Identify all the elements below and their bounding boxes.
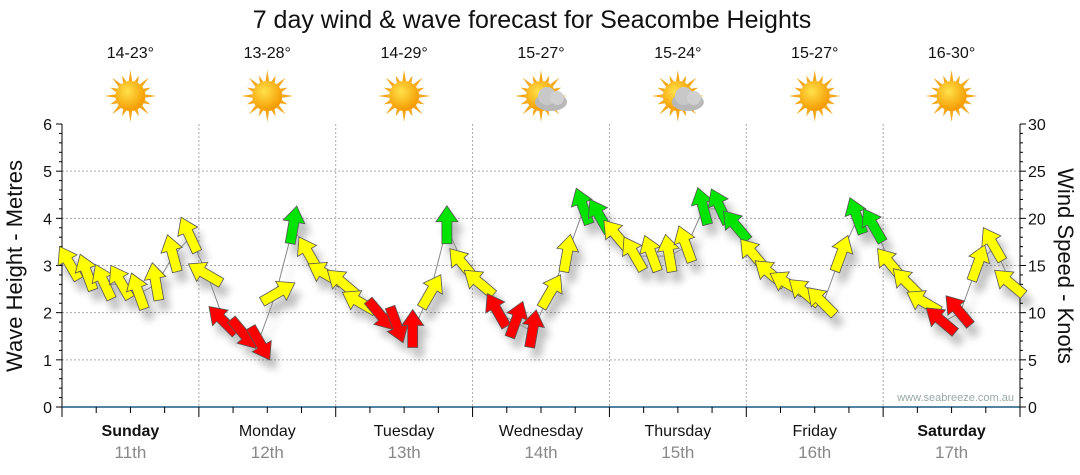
wind-arrow bbox=[108, 264, 135, 302]
y-tick-label-right: 15 bbox=[1028, 259, 1046, 276]
date-label: 16th bbox=[798, 443, 831, 462]
y-tick-label-left: 6 bbox=[43, 117, 52, 134]
wind-arrow bbox=[208, 306, 240, 338]
wind-arrow bbox=[723, 210, 753, 244]
partly-cloudy-icon bbox=[651, 70, 704, 122]
day-thursday: 15-24° Thursday 15th bbox=[645, 45, 712, 462]
y-axis-left-label: Wave Height - Metres bbox=[2, 160, 27, 372]
y-tick-label-left: 5 bbox=[43, 164, 52, 181]
wind-arrow bbox=[673, 225, 698, 264]
wind-arrow bbox=[925, 307, 960, 337]
wind-arrow bbox=[258, 280, 296, 307]
wind-arrow bbox=[126, 272, 150, 312]
wind-arrow bbox=[656, 233, 680, 274]
temperature-range: 14-23° bbox=[107, 45, 154, 62]
partly-cloudy-icon bbox=[515, 70, 567, 122]
sun-icon bbox=[241, 70, 294, 122]
wind-arrow bbox=[861, 208, 888, 245]
sun-icon bbox=[925, 70, 978, 122]
date-label: 14th bbox=[524, 443, 557, 462]
day-sunday: 14-23° Sunday 11th bbox=[102, 45, 160, 462]
day-label: Thursday bbox=[645, 423, 712, 440]
wind-arrow bbox=[160, 234, 184, 274]
wind-arrow bbox=[463, 269, 498, 300]
day-label: Monday bbox=[239, 423, 296, 440]
wind-arrow bbox=[282, 205, 306, 245]
watermark: www.seabreeze.com.au bbox=[896, 392, 1014, 404]
wind-arrow bbox=[485, 293, 512, 330]
sun-icon bbox=[378, 70, 431, 122]
day-label: Saturday bbox=[917, 423, 986, 440]
y-tick-label-right: 30 bbox=[1028, 117, 1046, 134]
wind-arrow bbox=[400, 308, 425, 348]
wind-arrow bbox=[622, 236, 648, 273]
wind-arrow bbox=[945, 295, 975, 329]
y-tick-label-right: 0 bbox=[1028, 400, 1037, 417]
y-axis-right-label: Wind Speed - Knots bbox=[1053, 168, 1078, 364]
day-label: Wednesday bbox=[499, 423, 583, 440]
sun-icon bbox=[788, 70, 841, 122]
wind-arrow bbox=[521, 309, 546, 349]
day-monday: 13-28° Monday 12th bbox=[239, 45, 296, 462]
temperature-range: 15-27° bbox=[517, 45, 564, 62]
temperature-range: 14-29° bbox=[380, 45, 427, 62]
date-label: 17th bbox=[935, 443, 968, 462]
y-tick-label-right: 10 bbox=[1028, 306, 1046, 323]
wind-arrow bbox=[994, 269, 1028, 300]
date-label: 13th bbox=[388, 443, 421, 462]
temperature-range: 16-30° bbox=[928, 45, 975, 62]
temperature-range: 15-24° bbox=[654, 45, 701, 62]
day-wednesday: 15-27° Wednesday 14th bbox=[499, 45, 583, 462]
wind-arrow bbox=[536, 274, 563, 311]
wind-arrow bbox=[57, 245, 84, 283]
date-label: 12th bbox=[251, 443, 284, 462]
wind-arrow bbox=[177, 216, 203, 255]
day-label: Tuesday bbox=[374, 423, 435, 440]
sun-icon bbox=[104, 70, 157, 122]
wind-arrow bbox=[143, 262, 167, 302]
day-label: Sunday bbox=[102, 423, 160, 440]
wind-arrow bbox=[829, 234, 854, 274]
day-saturday: 16-30° Saturday 17th bbox=[917, 45, 986, 462]
temperature-range: 15-27° bbox=[791, 45, 838, 62]
wind-arrow bbox=[416, 274, 443, 311]
wind-arrow bbox=[966, 244, 991, 283]
day-label: Friday bbox=[792, 423, 836, 440]
date-label: 11th bbox=[115, 443, 147, 462]
wind-arrow bbox=[245, 324, 272, 361]
temperature-range: 13-28° bbox=[244, 45, 291, 62]
wind-arrow bbox=[435, 205, 459, 245]
y-tick-label-left: 2 bbox=[43, 306, 52, 323]
wind-arrow bbox=[556, 233, 580, 274]
day-tuesday: 14-29° Tuesday 13th bbox=[374, 45, 435, 462]
y-tick-label-left: 4 bbox=[43, 211, 52, 228]
chart-title: 7 day wind & wave forecast for Seacombe … bbox=[253, 6, 812, 34]
y-tick-label-left: 3 bbox=[43, 259, 52, 276]
wind-arrow bbox=[807, 287, 839, 319]
y-tick-label-left: 0 bbox=[43, 400, 52, 417]
y-tick-label-right: 25 bbox=[1028, 164, 1046, 181]
y-tick-label-right: 5 bbox=[1028, 353, 1037, 370]
wind-arrow bbox=[981, 226, 1008, 264]
date-label: 15th bbox=[661, 443, 694, 462]
wind-arrow bbox=[187, 261, 225, 288]
y-tick-label-right: 20 bbox=[1028, 211, 1046, 228]
day-friday: 15-27° Friday 16th bbox=[788, 45, 841, 462]
y-tick-label-left: 1 bbox=[43, 353, 52, 370]
